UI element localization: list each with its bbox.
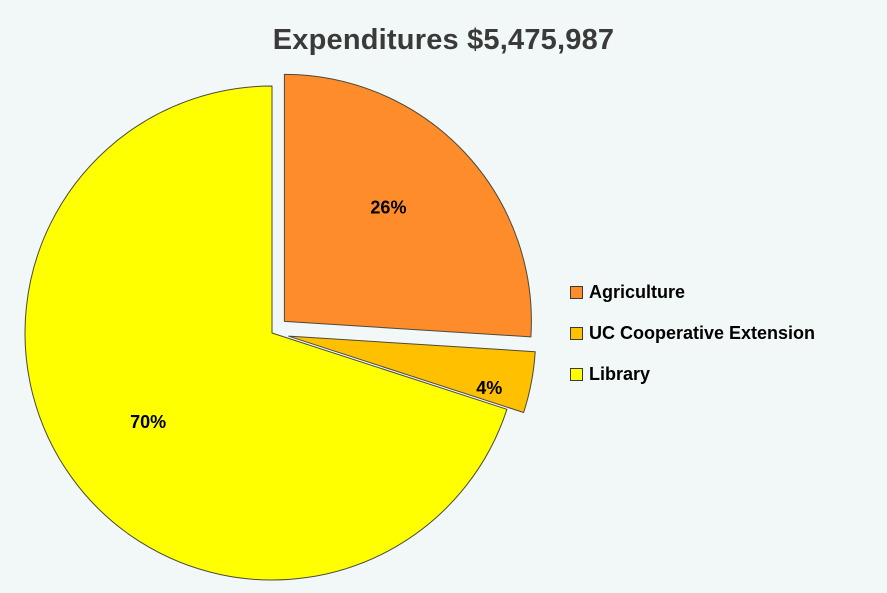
pie-slice-uc-cooperative-extension bbox=[288, 335, 536, 414]
legend-swatch-library bbox=[570, 368, 583, 381]
pie-slice-agriculture bbox=[283, 73, 532, 338]
chart-title: Expenditures $5,475,987 bbox=[272, 24, 615, 56]
legend: Agriculture UC Cooperative Extension Lib… bbox=[570, 272, 815, 395]
data-label-agriculture: 26% bbox=[370, 198, 406, 218]
data-label-library: 70% bbox=[130, 412, 166, 432]
legend-swatch-uc-cooperative-extension bbox=[570, 327, 583, 340]
legend-label-uc-cooperative-extension: UC Cooperative Extension bbox=[589, 323, 816, 343]
legend-label-library: Library bbox=[589, 364, 651, 384]
legend-item-library: Library bbox=[570, 354, 815, 395]
legend-swatch-agriculture bbox=[570, 286, 583, 299]
legend-label-agriculture: Agriculture bbox=[589, 282, 686, 302]
pie-slice-library bbox=[24, 85, 508, 581]
data-label-uc-cooperative-extension: 4% bbox=[476, 378, 502, 398]
pie-slices bbox=[24, 73, 536, 581]
legend-item-uc-cooperative-extension: UC Cooperative Extension bbox=[570, 313, 815, 354]
pie-data-labels: 26% 4% 70% bbox=[130, 198, 502, 432]
legend-item-agriculture: Agriculture bbox=[570, 272, 815, 313]
